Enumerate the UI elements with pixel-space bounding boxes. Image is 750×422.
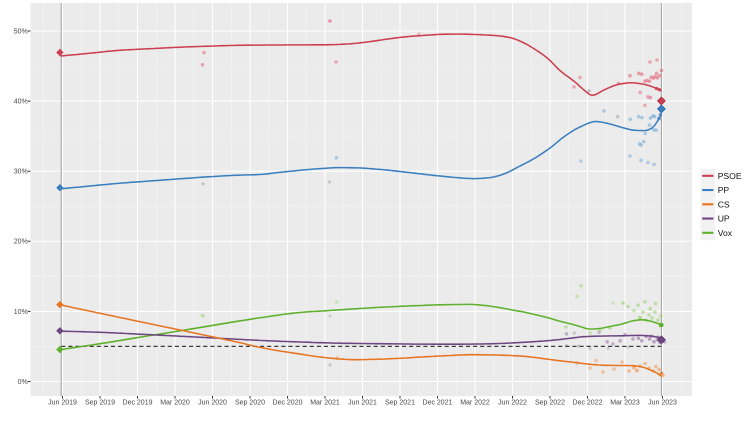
svg-text:Jun 2020: Jun 2020 <box>198 400 227 407</box>
svg-text:Sep 2019: Sep 2019 <box>85 400 115 407</box>
svg-text:Mar 2023: Mar 2023 <box>610 400 640 407</box>
svg-text:Mar 2022: Mar 2022 <box>460 400 490 407</box>
svg-text:Jun 2023: Jun 2023 <box>648 400 677 407</box>
svg-text:Sep 2022: Sep 2022 <box>535 400 565 407</box>
svg-text:Dec 2019: Dec 2019 <box>123 400 153 407</box>
svg-text:Dec 2020: Dec 2020 <box>273 400 303 407</box>
svg-text:Jun 2019: Jun 2019 <box>48 400 77 407</box>
svg-text:Vox: Vox <box>718 228 733 238</box>
svg-text:20%: 20% <box>14 239 28 246</box>
svg-text:UP: UP <box>718 214 730 224</box>
svg-text:Jun 2021: Jun 2021 <box>348 400 377 407</box>
svg-text:0%: 0% <box>18 379 28 386</box>
svg-text:Jun 2022: Jun 2022 <box>498 400 527 407</box>
svg-text:Mar 2021: Mar 2021 <box>310 400 340 407</box>
svg-text:30%: 30% <box>14 169 28 176</box>
svg-text:50%: 50% <box>14 28 28 35</box>
svg-text:Mar 2020: Mar 2020 <box>160 400 190 407</box>
svg-text:Sep 2020: Sep 2020 <box>235 400 265 407</box>
svg-text:PP: PP <box>718 185 730 195</box>
svg-text:PSOE: PSOE <box>718 171 742 181</box>
svg-text:10%: 10% <box>14 309 28 316</box>
svg-text:40%: 40% <box>14 99 28 106</box>
svg-text:CS: CS <box>718 199 730 209</box>
svg-text:Dec 2022: Dec 2022 <box>573 400 603 407</box>
svg-text:Sep 2021: Sep 2021 <box>385 400 415 407</box>
svg-text:Dec 2021: Dec 2021 <box>423 400 453 407</box>
